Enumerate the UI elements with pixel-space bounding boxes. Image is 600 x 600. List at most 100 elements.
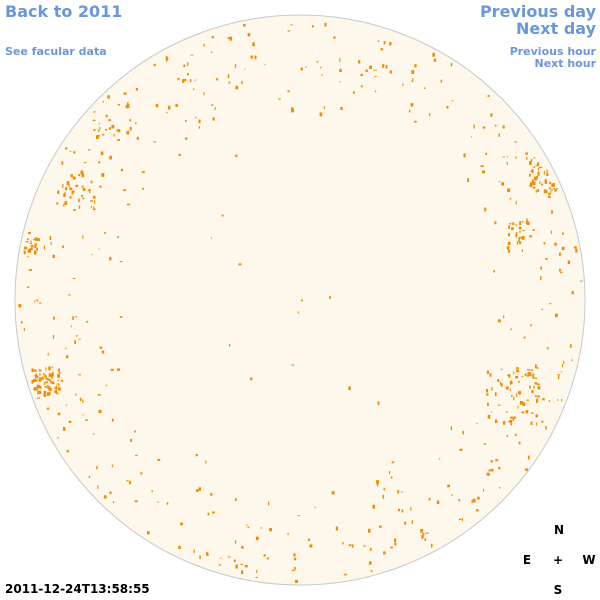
facula xyxy=(390,546,393,549)
facula xyxy=(203,43,205,47)
facula xyxy=(155,104,159,108)
facula xyxy=(498,467,501,470)
facula xyxy=(510,421,512,425)
facula xyxy=(221,214,224,217)
facula xyxy=(57,190,60,194)
facula xyxy=(234,498,237,501)
facula xyxy=(335,526,338,531)
facula xyxy=(512,417,515,421)
facula xyxy=(255,536,259,541)
facula xyxy=(339,81,341,83)
facula xyxy=(527,369,530,371)
facula xyxy=(505,386,509,390)
facula xyxy=(550,191,552,193)
facula xyxy=(369,65,372,70)
facula xyxy=(108,119,111,122)
facula xyxy=(56,202,59,205)
facula xyxy=(126,130,130,135)
previous-day-link[interactable]: Previous day xyxy=(479,2,596,21)
facula xyxy=(385,65,388,69)
facula xyxy=(476,422,478,425)
facula xyxy=(195,117,197,119)
facula xyxy=(526,399,530,401)
facula xyxy=(525,468,528,472)
facula xyxy=(344,573,347,576)
facula xyxy=(38,390,42,394)
facula xyxy=(401,491,403,493)
facula xyxy=(562,363,564,368)
facula xyxy=(450,62,453,67)
facula xyxy=(451,100,454,102)
facula xyxy=(84,162,87,164)
facula xyxy=(269,528,272,532)
facula xyxy=(432,52,435,57)
facula xyxy=(446,105,449,109)
facula xyxy=(493,270,496,273)
facula xyxy=(35,373,37,377)
facula xyxy=(501,383,503,388)
facula xyxy=(526,218,528,222)
facula xyxy=(515,224,517,227)
facula xyxy=(571,359,573,362)
facula xyxy=(529,161,532,165)
facula xyxy=(26,246,28,250)
facula xyxy=(102,101,105,103)
faculae xyxy=(18,22,583,584)
facula xyxy=(494,392,497,397)
facula xyxy=(532,179,534,184)
facula xyxy=(87,189,90,192)
facula xyxy=(526,157,528,160)
facula xyxy=(177,77,180,81)
facula xyxy=(476,509,479,512)
facula xyxy=(518,391,521,395)
facula xyxy=(531,412,534,414)
facula xyxy=(25,241,29,243)
facula xyxy=(110,368,114,372)
facula xyxy=(36,384,39,389)
facula xyxy=(30,240,32,242)
previous-hour-link[interactable]: Previous hour xyxy=(509,45,596,58)
facula xyxy=(531,169,534,174)
facular-data-link[interactable]: See facular data xyxy=(5,45,107,58)
facula xyxy=(523,336,526,339)
facula xyxy=(105,129,108,131)
facula xyxy=(482,170,485,174)
facula xyxy=(522,402,526,406)
facula xyxy=(58,387,61,391)
facula xyxy=(61,245,64,248)
facula xyxy=(516,241,519,245)
facula xyxy=(241,80,243,84)
facula xyxy=(411,70,415,74)
next-day-link[interactable]: Next day xyxy=(516,19,596,38)
facula xyxy=(37,397,40,399)
facula xyxy=(511,227,514,231)
facula xyxy=(51,371,54,376)
facula xyxy=(129,480,132,485)
facula xyxy=(365,69,368,72)
facula xyxy=(541,308,544,311)
facula xyxy=(68,420,72,423)
facula xyxy=(57,392,59,395)
facula xyxy=(187,62,189,66)
facula xyxy=(235,564,238,569)
next-hour-link[interactable]: Next hour xyxy=(534,57,597,70)
facula xyxy=(373,69,377,71)
facula xyxy=(38,369,42,372)
back-link[interactable]: Back to 2011 xyxy=(5,2,123,21)
facula xyxy=(521,236,525,240)
facula xyxy=(157,458,161,461)
facula xyxy=(511,394,513,397)
facula xyxy=(498,181,500,183)
facula xyxy=(75,184,78,188)
facula xyxy=(166,57,169,61)
facula xyxy=(38,384,41,388)
facula xyxy=(550,230,552,234)
facula xyxy=(389,42,392,46)
facula xyxy=(509,222,512,225)
facula xyxy=(287,533,289,536)
facula xyxy=(116,129,119,132)
facula xyxy=(295,579,298,584)
facula xyxy=(430,543,433,548)
facula xyxy=(567,260,571,265)
facula xyxy=(486,393,489,396)
